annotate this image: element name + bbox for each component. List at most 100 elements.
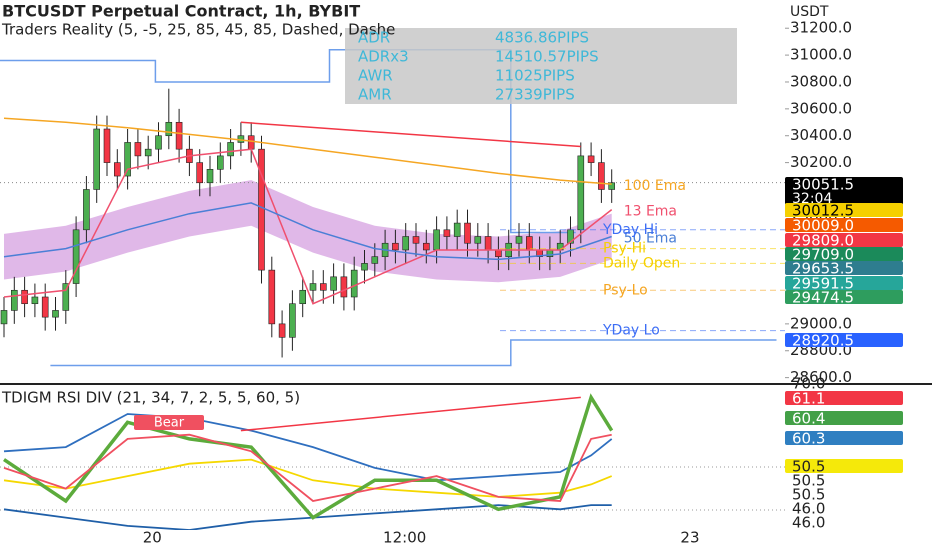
- candle-body: [587, 155, 595, 163]
- price-badge-label: 30051.5: [792, 176, 854, 194]
- chart-subtitle: Traders Reality (5, -5, 25, 85, 45, 85, …: [1, 21, 395, 39]
- price-badge: [785, 333, 903, 347]
- rsi-badge: [785, 411, 903, 425]
- candle-body: [52, 310, 59, 318]
- candle-body: [124, 142, 131, 177]
- line-label: 13 Ema: [624, 204, 677, 220]
- x-tick-label: 23: [680, 529, 699, 547]
- rsi-pane: [0, 393, 785, 530]
- ema-line: [3, 202, 612, 261]
- rsi-title: TDIGM RSI DIV (21, 34, 7, 2, 5, 5, 60, 5…: [1, 389, 300, 407]
- price-badge-label: 30009.0: [792, 217, 854, 235]
- info-cell: 27339PIPS: [495, 86, 575, 104]
- candle-body: [72, 229, 80, 284]
- x-tick-label: 20: [143, 529, 162, 547]
- price-badge: [785, 247, 903, 261]
- y-tick-label: 31000.0: [790, 46, 852, 64]
- candle-body: [217, 155, 224, 170]
- rsi-trendline: [240, 396, 581, 432]
- rsi-badge-label: 60.3: [792, 430, 825, 448]
- price-badge: [785, 177, 903, 205]
- candle-body: [433, 229, 440, 251]
- rsi-badge-label: 46.0: [792, 514, 825, 532]
- rsi-badge: [785, 391, 903, 405]
- price-badge-label: 29591.5: [792, 275, 854, 293]
- rsi-badge: [785, 431, 903, 445]
- candle-body: [361, 263, 368, 271]
- candle-body: [196, 162, 203, 184]
- candle-body: [21, 289, 28, 305]
- candle-body: [350, 269, 358, 298]
- rsi-line: [3, 433, 612, 502]
- price-badge: [785, 276, 903, 290]
- price-badge: [785, 233, 903, 247]
- candle-body: [93, 128, 100, 190]
- price-badge: [785, 218, 903, 232]
- candle-body: [495, 249, 502, 257]
- candle-body: [144, 148, 152, 157]
- candle-body: [422, 242, 430, 251]
- rsi-badge-label: 46.0: [792, 500, 825, 518]
- rsi-line: [3, 413, 613, 482]
- bear-tag: Bear: [154, 416, 185, 431]
- info-cell: ADRx3: [358, 48, 409, 66]
- candle-body: [330, 276, 337, 291]
- y-tick-label: 30800.0: [790, 72, 852, 90]
- info-cell: ADR: [358, 29, 390, 47]
- candle-body: [371, 256, 379, 264]
- candle-body: [412, 236, 420, 244]
- price-pane: [0, 48, 785, 367]
- info-table-bg: [345, 28, 737, 104]
- y-tick-label: 30400.0: [790, 126, 852, 144]
- candle-body: [319, 283, 327, 291]
- x-tick-label: 12:00: [383, 529, 426, 547]
- ema-band: [4, 180, 612, 283]
- rsi-line: [3, 504, 612, 530]
- rsi-badge-label: 50.5: [792, 486, 825, 504]
- rsi-badge-label: 60.4: [792, 410, 825, 428]
- price-badge: [785, 290, 903, 304]
- countdown: 32:04: [792, 191, 832, 207]
- candle-body: [598, 162, 605, 190]
- ema-line: [3, 117, 612, 185]
- info-cell: 11025PIPS: [495, 67, 575, 85]
- price-badge-label: 29653.5: [792, 260, 854, 278]
- chart-title: BTCUSDT Perpetual Contract, 1h, BYBIT: [2, 2, 360, 21]
- info-cell: 14510.57PIPS: [495, 48, 599, 66]
- price-badge-label: 28920.5: [792, 332, 854, 350]
- candle-body: [608, 182, 616, 190]
- price-badge: [785, 203, 903, 217]
- rsi-badge-label: 50.5: [792, 458, 825, 476]
- candle-body: [443, 229, 451, 237]
- candle-body: [83, 189, 90, 231]
- candle-body: [103, 128, 111, 163]
- price-badge-label: 30012.5: [792, 202, 854, 220]
- candle-body: [155, 135, 162, 150]
- candle-body: [62, 283, 70, 311]
- candle-body: [227, 142, 234, 157]
- candle-body: [0, 310, 8, 325]
- rsi-badge-label: 61.1: [792, 390, 825, 408]
- candle-body: [392, 242, 399, 251]
- y-tick-label: 29000.0: [790, 314, 852, 332]
- line-label: 50 Ema: [624, 231, 677, 247]
- rsi-badge-label: 50.5: [792, 472, 825, 490]
- candle-body: [340, 276, 348, 298]
- candle-body: [484, 236, 492, 251]
- price-badge-label: 29474.5: [792, 289, 854, 307]
- candle-body: [289, 303, 296, 338]
- candle-body: [453, 222, 461, 237]
- info-cell: AMR: [358, 86, 392, 104]
- y-tick-label: 30600.0: [790, 99, 852, 117]
- price-badge: [785, 261, 903, 275]
- price-badge-label: 29809.0: [792, 232, 854, 250]
- level-label: YDay Hi: [602, 222, 658, 238]
- candle-body: [247, 135, 255, 150]
- rsi-line: [3, 393, 614, 520]
- candle-body: [402, 236, 410, 251]
- candle-body: [258, 148, 265, 271]
- candle-body: [11, 289, 18, 311]
- level-label: Psy-Hi: [603, 241, 646, 257]
- candle-body: [299, 289, 307, 305]
